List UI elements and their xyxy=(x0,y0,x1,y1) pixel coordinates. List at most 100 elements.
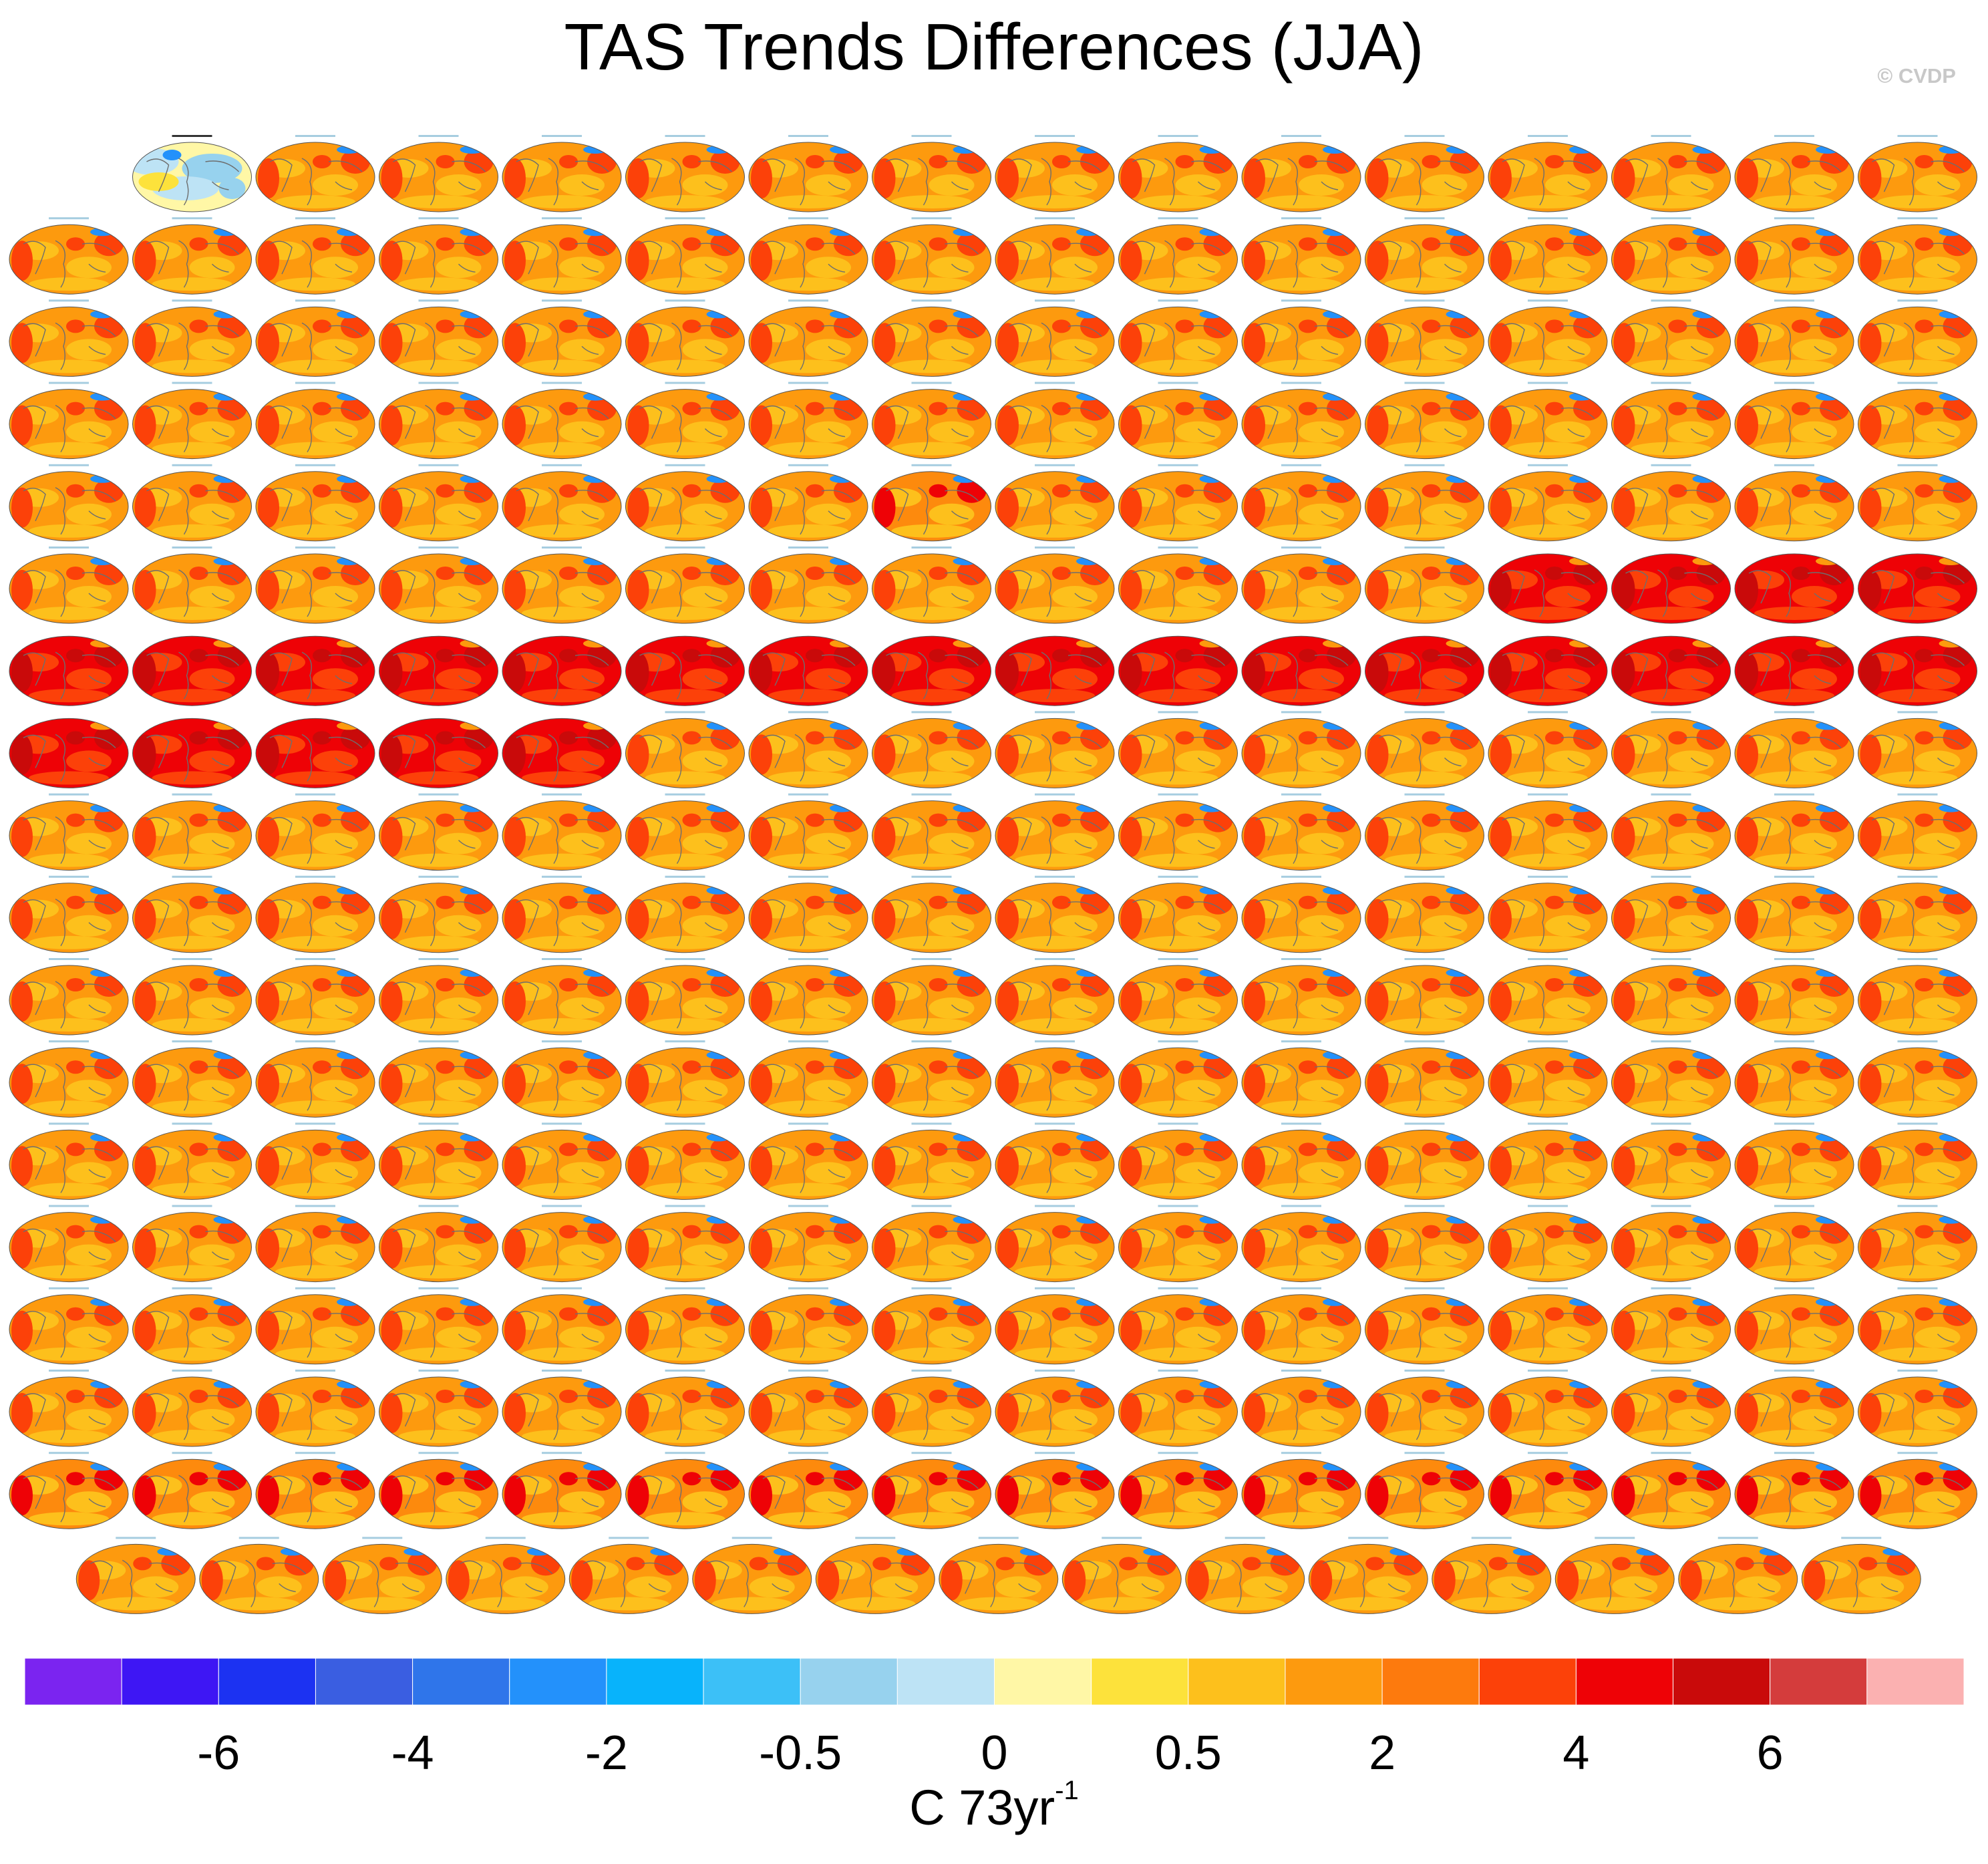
model-map-panel xyxy=(1858,1040,1977,1118)
panel-title xyxy=(1035,381,1075,384)
panel-fill xyxy=(1611,1377,1731,1446)
model-map-panel xyxy=(995,793,1115,871)
panel-title xyxy=(542,381,582,384)
panel-fill xyxy=(1611,307,1731,377)
panel-fill xyxy=(1365,718,1484,788)
panel-fill xyxy=(995,389,1114,459)
panel-fill xyxy=(625,1459,745,1529)
panel-fill xyxy=(1858,965,1977,1035)
panel-title xyxy=(1651,1040,1691,1043)
model-map-panel xyxy=(625,1122,745,1200)
panel-fill xyxy=(256,1294,375,1364)
panel-fill xyxy=(502,389,621,459)
panel-fill xyxy=(1735,142,1854,212)
panel-title xyxy=(1528,547,1568,549)
model-map-panel xyxy=(625,629,745,706)
model-map-panel xyxy=(995,1287,1115,1365)
panel-fill xyxy=(502,965,621,1035)
panel-fill xyxy=(256,554,375,623)
model-map-panel xyxy=(1858,793,1977,871)
model-map-panel xyxy=(748,1452,868,1529)
panel-title xyxy=(1651,1205,1691,1207)
model-map-panel xyxy=(502,217,622,295)
panel-fill xyxy=(132,1048,252,1118)
panel-fill xyxy=(872,554,991,623)
colorbar-tick-label: 4 xyxy=(1562,1726,1589,1780)
model-map-panel xyxy=(9,547,129,624)
model-map-panel xyxy=(1241,958,1361,1036)
panel-title xyxy=(172,381,212,384)
panel-fill xyxy=(872,389,991,459)
model-map-panel xyxy=(1611,381,1731,460)
model-map-panel xyxy=(1734,1040,1854,1118)
colorbar-box xyxy=(218,1658,316,1706)
model-map-panel xyxy=(1365,629,1484,706)
panel-title xyxy=(1774,381,1814,384)
panel-fill xyxy=(1611,142,1731,212)
model-map-panel xyxy=(1734,1287,1854,1365)
model-map-panel xyxy=(815,1537,935,1614)
model-map-panel xyxy=(1118,1370,1238,1447)
panel-fill xyxy=(502,142,621,212)
panel-fill xyxy=(872,718,991,788)
panel-title xyxy=(1158,217,1198,220)
panel-fill xyxy=(995,1212,1114,1282)
panel-title xyxy=(665,1452,705,1454)
model-map-panel xyxy=(502,135,622,212)
colorbar-box xyxy=(1866,1658,1965,1706)
panel-fill xyxy=(1611,1294,1731,1364)
model-map-panel xyxy=(502,1287,622,1365)
panel-title xyxy=(1281,875,1321,878)
panel-title xyxy=(1528,1040,1568,1043)
panel-title xyxy=(1404,711,1445,714)
panel-title xyxy=(1651,1122,1691,1125)
panel-title xyxy=(788,1122,828,1125)
panel-fill xyxy=(569,1544,689,1614)
panel-title xyxy=(542,299,582,302)
panel-fill xyxy=(1735,800,1854,871)
model-map-panel xyxy=(1488,299,1608,377)
panel-fill xyxy=(749,883,868,953)
colorbar-tick-label: 0 xyxy=(981,1726,1007,1780)
model-map-panel xyxy=(748,1040,868,1118)
panel-title xyxy=(295,711,335,714)
panel-fill xyxy=(1488,800,1607,871)
panel-title xyxy=(542,1040,582,1043)
panel-fill xyxy=(132,883,252,953)
panel-fill xyxy=(9,554,128,623)
model-map-panel xyxy=(1241,1040,1361,1118)
panel-title xyxy=(542,547,582,549)
model-map-panel xyxy=(1365,711,1484,788)
model-map-panel xyxy=(1185,1537,1305,1614)
panel-title xyxy=(911,217,952,220)
panel-title xyxy=(49,1205,89,1207)
model-map-panel xyxy=(1858,629,1977,706)
panel-fill xyxy=(1365,1377,1484,1446)
panel-fill xyxy=(9,718,128,788)
panel-title xyxy=(1897,1287,1938,1289)
panel-title xyxy=(49,711,89,714)
panel-title xyxy=(542,1370,582,1372)
panel-fill xyxy=(256,1212,375,1282)
panel-title xyxy=(295,958,335,960)
model-map-panel xyxy=(1488,381,1608,460)
panel-title xyxy=(1651,711,1691,714)
panel-title xyxy=(1774,629,1814,631)
panel-title xyxy=(295,381,335,384)
panel-title xyxy=(1281,1370,1321,1372)
panel-title xyxy=(295,135,335,137)
model-map-panel xyxy=(1365,1370,1484,1447)
model-map-panel xyxy=(1118,135,1238,212)
panel-title xyxy=(172,464,212,466)
panel-title xyxy=(1528,1205,1568,1207)
model-map-panel xyxy=(255,793,375,871)
model-map-panel xyxy=(1734,1205,1854,1283)
panel-fill xyxy=(995,1048,1114,1118)
panel-title xyxy=(1774,1205,1814,1207)
panel-title xyxy=(1528,875,1568,878)
panel-title xyxy=(172,875,212,878)
panel-title xyxy=(665,1370,705,1372)
model-map-panel xyxy=(625,1452,745,1529)
panel-fill xyxy=(1858,224,1977,295)
model-map-panel xyxy=(502,1040,622,1118)
